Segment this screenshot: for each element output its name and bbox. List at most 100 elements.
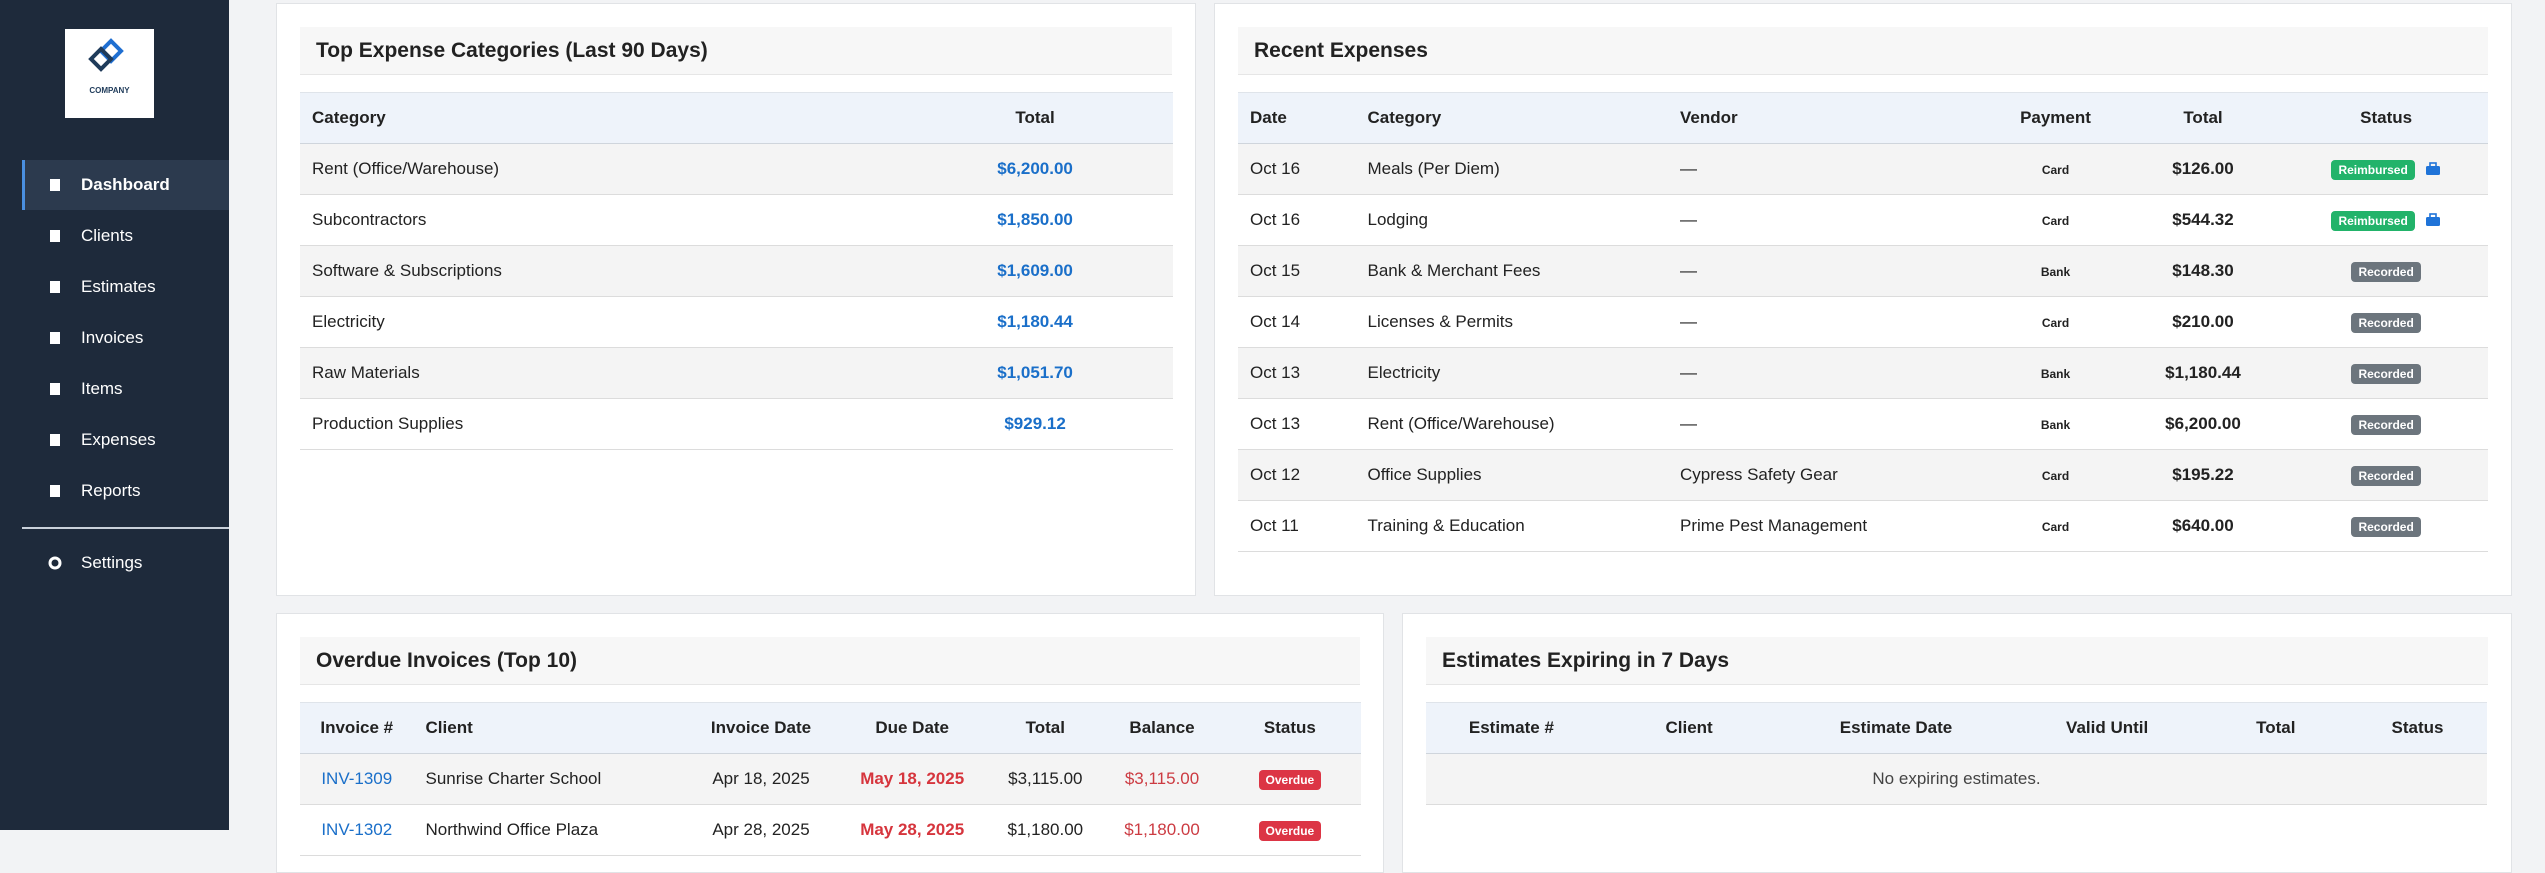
- cell-text: Bank: [2040, 265, 2071, 279]
- divider: [22, 527, 229, 529]
- cell: May 18, 2025: [838, 753, 986, 805]
- table-body: No expiring estimates.: [1426, 753, 2487, 805]
- row: Electricity $1,180.44: [300, 296, 1173, 348]
- cell-text: Rent (Office/Warehouse): [1367, 414, 1555, 433]
- cell: Sunrise Charter School: [413, 753, 684, 805]
- cell-text: Oct 14: [1250, 312, 1301, 331]
- cell-text: Meals (Per Diem): [1367, 159, 1500, 178]
- status-badge: Reimbursed: [2331, 210, 2415, 231]
- table-body: Rent (Office/Warehouse) $6,200.00 Subcontr…: [300, 143, 1173, 450]
- cell-text: —: [1680, 363, 1697, 382]
- status-badge: Overdue: [1258, 820, 1322, 841]
- cell-text: Oct 16: [1250, 159, 1301, 178]
- cell: $1,180.44: [2121, 347, 2285, 399]
- logo-mark: [88, 38, 124, 72]
- cell-text: Software & Subscriptions: [312, 261, 502, 280]
- cell-text: $1,051.70: [997, 363, 1073, 382]
- cell-text: Card: [2041, 316, 2070, 330]
- logo-text: COMPANY: [89, 86, 130, 95]
- nav-label: Expenses: [81, 430, 156, 449]
- cell: Reimbursed: [2284, 194, 2488, 246]
- nav-item[interactable]: Estimates: [22, 262, 229, 312]
- card: Top Expense Categories (Last 90 Days) Ca…: [276, 3, 1196, 596]
- nav-item[interactable]: Clients: [22, 211, 229, 261]
- column-header: Category: [300, 92, 898, 144]
- nav-label: Clients: [81, 226, 133, 245]
- row: Subcontractors $1,850.00: [300, 194, 1173, 246]
- nav-label: Reports: [81, 481, 141, 500]
- cell: Reimbursed: [2284, 143, 2488, 195]
- receipt-icon[interactable]: [2425, 162, 2441, 176]
- column-header: Total: [897, 92, 1173, 144]
- cell-text: Card: [2041, 520, 2070, 534]
- column-header: Due Date: [838, 702, 986, 754]
- column-header: Estimate #: [1426, 702, 1597, 754]
- cell: Office Supplies: [1355, 449, 1668, 501]
- cell-text: Rent (Office/Warehouse): [312, 159, 500, 178]
- cell: —: [1668, 143, 1990, 195]
- row: Oct 12 Office Supplies Cypress Safety Gear…: [1238, 449, 2488, 501]
- column-header: Status: [2347, 702, 2487, 754]
- nav-item[interactable]: Items: [22, 364, 229, 414]
- nav-label: Dashboard: [81, 175, 170, 194]
- cell: $1,609.00: [897, 245, 1173, 297]
- cell: Training & Education: [1355, 500, 1668, 552]
- cell: Oct 16: [1238, 143, 1356, 195]
- cell: Bank: [1989, 245, 2122, 297]
- cell: Oct 16: [1238, 194, 1356, 246]
- row: Oct 16 Lodging — Card $544.32 Reimbursed: [1238, 194, 2488, 246]
- column-header: Client: [1596, 702, 1782, 754]
- cell-text: Licenses & Permits: [1367, 312, 1514, 331]
- status-badge: Recorded: [2351, 516, 2421, 537]
- status-badge: Recorded: [2351, 414, 2421, 435]
- nav-item[interactable]: Reports: [22, 466, 229, 516]
- invoice-link[interactable]: INV-1309: [321, 769, 393, 788]
- cell: $1,051.70: [897, 347, 1173, 399]
- cell: Oct 13: [1238, 347, 1356, 399]
- nav-icon: [50, 230, 60, 242]
- column-header: Balance: [1105, 702, 1219, 754]
- nav-item[interactable]: Dashboard: [22, 160, 229, 210]
- logo: COMPANY: [65, 29, 154, 118]
- cell: $3,115.00: [985, 753, 1106, 805]
- cell-text: Electricity: [312, 312, 385, 331]
- cell: Subcontractors: [300, 194, 898, 246]
- table-head: Date Category Vendor Payment Total Status: [1238, 92, 2488, 144]
- row: Oct 16 Meals (Per Diem) — Card $126.00 Reimbu…: [1238, 143, 2488, 195]
- cell-text: Production Supplies: [312, 414, 464, 433]
- nav-icon: [50, 332, 60, 344]
- nav-label: Invoices: [81, 328, 144, 347]
- row: Oct 13 Rent (Office/Warehouse) — Bank $6,200…: [1238, 398, 2488, 450]
- cell: —: [1668, 296, 1990, 348]
- column-header: Estimate Date: [1781, 702, 2011, 754]
- column-header: Total: [2121, 92, 2285, 144]
- cell-text: —: [1680, 414, 1697, 433]
- nav-item[interactable]: Expenses: [22, 415, 229, 465]
- cell-text: $6,200.00: [997, 159, 1073, 178]
- row: Production Supplies $929.12: [300, 398, 1173, 450]
- cell: Oct 14: [1238, 296, 1356, 348]
- cell: $1,850.00: [897, 194, 1173, 246]
- cell: Card: [1989, 194, 2122, 246]
- receipt-icon[interactable]: [2425, 213, 2441, 227]
- cell: Oct 12: [1238, 449, 1356, 501]
- cell: Bank: [1989, 347, 2122, 399]
- column-header: Client: [413, 702, 684, 754]
- nav-icon: [48, 556, 62, 570]
- card-title: Estimates Expiring in 7 Days: [1426, 637, 2488, 685]
- cell: $544.32: [2121, 194, 2285, 246]
- row: INV-1309 Sunrise Charter School Apr 18, 20…: [300, 753, 1361, 805]
- cell-text: Oct 11: [1250, 516, 1299, 535]
- column-header: Date: [1238, 92, 1356, 144]
- nav-item[interactable]: Settings: [22, 538, 229, 588]
- cell-text: Bank & Merchant Fees: [1367, 261, 1541, 280]
- nav-item[interactable]: Invoices: [22, 313, 229, 363]
- cell: Software & Subscriptions: [300, 245, 898, 297]
- cell: Raw Materials: [300, 347, 898, 399]
- row: Rent (Office/Warehouse) $6,200.00: [300, 143, 1173, 195]
- cell: $1,180.00: [985, 804, 1106, 856]
- cell: $126.00: [2121, 143, 2285, 195]
- cell-text: $1,609.00: [997, 261, 1073, 280]
- cell-text: Electricity: [1367, 363, 1441, 382]
- cell: Card: [1989, 143, 2122, 195]
